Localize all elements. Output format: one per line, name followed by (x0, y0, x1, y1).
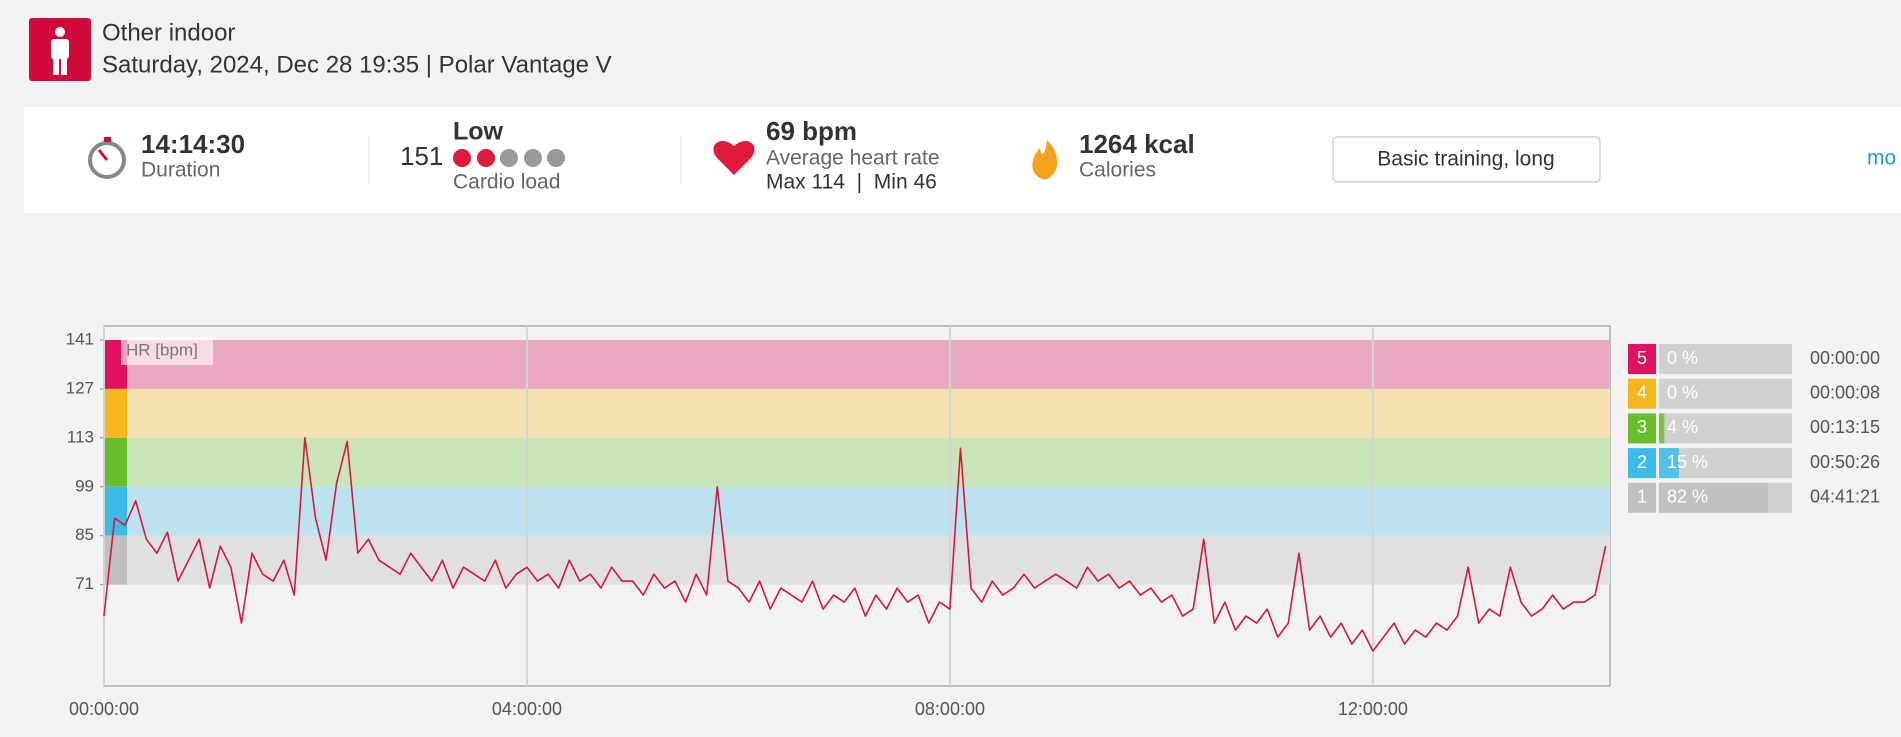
zone-strip (104, 437, 127, 487)
y-tick-label: 113 (67, 427, 94, 446)
zone-strip (104, 535, 127, 585)
zone-time: 04:41:21 (1810, 487, 1880, 507)
cardio-level: Low (453, 118, 504, 146)
zone-percent: 0 % (1667, 382, 1698, 402)
zone-square (1628, 413, 1656, 444)
person-icon (51, 27, 69, 75)
zone-time: 00:50:26 (1810, 452, 1880, 472)
y-label-box (121, 337, 213, 365)
y-axis-label: HR [bpm] (126, 340, 198, 359)
zone-bar (1659, 448, 1679, 479)
zone-bar-bg (1659, 413, 1792, 444)
hr-line (103, 437, 1607, 652)
sport-profile[interactable]: Basic training, long (1377, 148, 1554, 171)
hr-chart: 141 127 113 99 85 71 00:00:00 04:00:00 08:00:00 1… (66, 325, 1880, 719)
zone-name: 1 (1637, 487, 1647, 507)
zone-bar-bg (1659, 344, 1792, 374)
zone-strip (104, 486, 127, 536)
y-tick-label: 85 (75, 525, 94, 544)
hr-range: Max 114 | Min 46 (766, 171, 937, 194)
title: Other indoor (102, 19, 235, 46)
zone-bar (1659, 413, 1665, 444)
hr-label: Average heart rate (766, 147, 940, 170)
stopwatch-icon (88, 137, 126, 179)
zone-time: 00:00:00 (1810, 348, 1880, 368)
summary-panel (24, 107, 1901, 213)
flame-icon (1032, 140, 1058, 180)
more-link[interactable]: mo (1867, 147, 1896, 170)
cardio-label: Cardio load (453, 171, 560, 194)
zone-band (104, 535, 1610, 585)
zone-band (104, 388, 1610, 438)
zone-band (104, 437, 1610, 487)
zone-time: 00:00:08 (1810, 382, 1880, 402)
calories-label: Calories (1079, 159, 1156, 182)
zone-bar-bg (1659, 448, 1792, 479)
zone-time: 00:13:15 (1810, 417, 1880, 437)
zone-name: 4 (1637, 382, 1647, 402)
zone-percent: 82 % (1667, 487, 1708, 507)
zone-square (1628, 448, 1656, 479)
subtitle: Saturday, 2024, Dec 28 19:35 | Polar Van… (102, 51, 612, 78)
x-tick-label: 08:00:00 (915, 699, 985, 719)
zone-name: 5 (1637, 348, 1647, 368)
zone-square (1628, 344, 1656, 374)
sport-profile-button[interactable] (1332, 136, 1601, 183)
y-tick-label: 127 (66, 378, 94, 397)
hr-value: 69 bpm (766, 116, 857, 146)
y-tick-label: 141 (66, 329, 94, 348)
zone-bar (1659, 482, 1769, 513)
x-tick-label: 00:00:00 (69, 699, 139, 719)
zone-name: 3 (1637, 417, 1647, 437)
zone-name: 2 (1637, 452, 1647, 472)
cardio-dots (453, 149, 565, 167)
zone-band (104, 339, 1610, 389)
zone-bar-bg (1659, 378, 1792, 409)
zone-strip (104, 388, 127, 438)
heart-icon (713, 141, 755, 175)
zone-percent: 0 % (1667, 348, 1698, 368)
duration-label: Duration (141, 159, 220, 182)
zone-square (1628, 482, 1656, 513)
y-tick-label: 99 (75, 476, 94, 495)
zone-percent: 4 % (1667, 417, 1698, 437)
calories-value: 1264 kcal (1079, 129, 1195, 159)
duration-value: 14:14:30 (141, 129, 245, 159)
zone-square (1628, 378, 1656, 409)
zone-percent: 15 % (1667, 452, 1708, 472)
y-tick-label: 71 (75, 574, 94, 593)
x-tick-label: 12:00:00 (1338, 699, 1408, 719)
cardio-value: 151 (400, 141, 443, 171)
x-tick-label: 04:00:00 (492, 699, 562, 719)
